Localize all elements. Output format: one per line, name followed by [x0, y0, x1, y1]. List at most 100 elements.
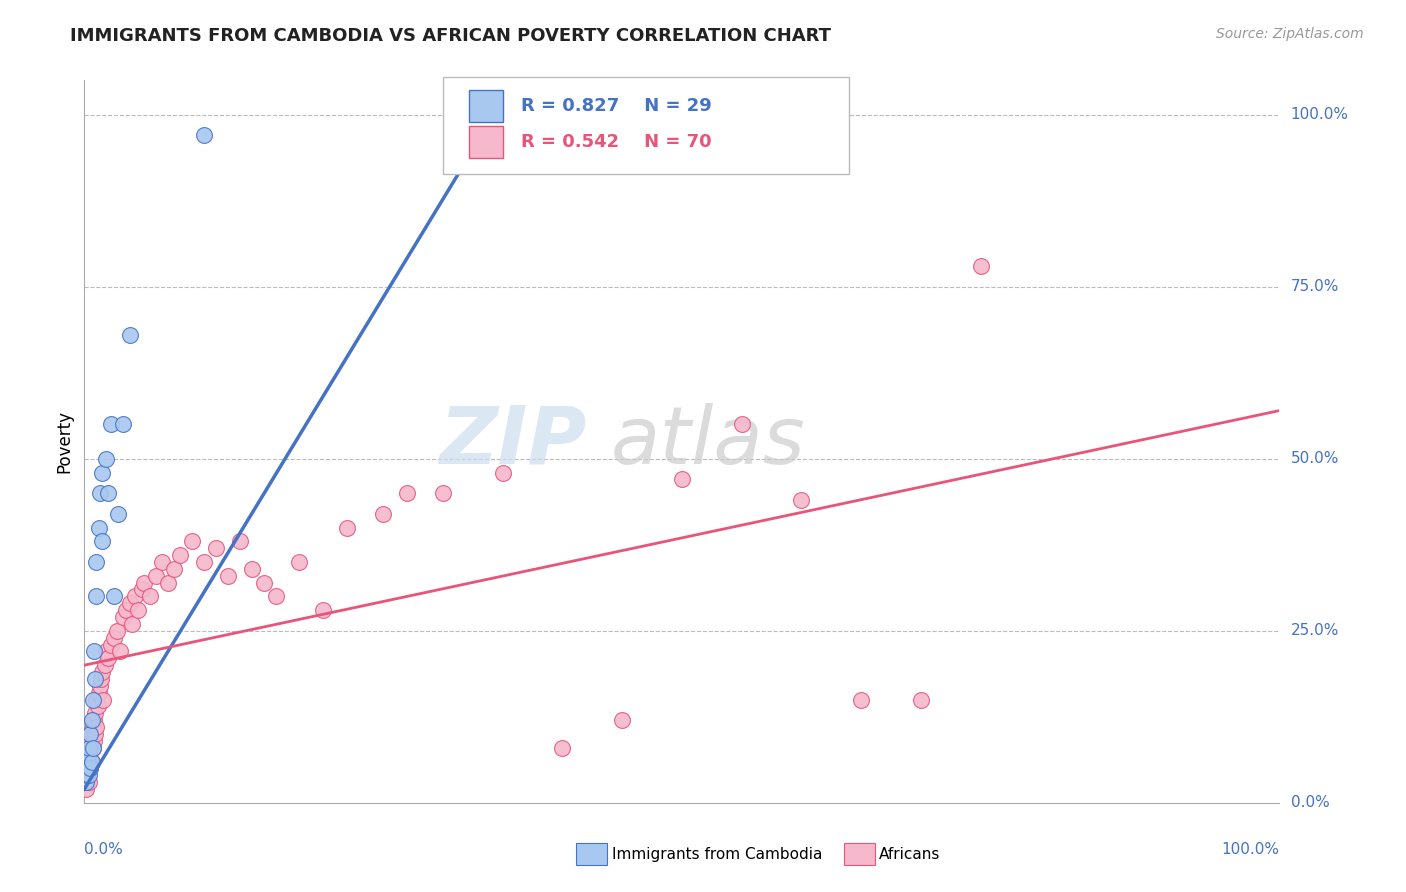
Point — [77, 768, 100, 782]
Point — [94, 451, 117, 466]
Point — [87, 520, 110, 534]
Point — [82, 720, 104, 734]
Point — [86, 590, 108, 604]
Point — [76, 761, 98, 775]
Text: R = 0.542    N = 70: R = 0.542 N = 70 — [520, 133, 711, 151]
Point — [91, 665, 114, 679]
Point — [76, 768, 98, 782]
Point — [131, 582, 153, 597]
Point — [139, 590, 162, 604]
Point — [91, 534, 114, 549]
Point — [150, 555, 173, 569]
Point — [77, 740, 100, 755]
Point — [312, 603, 335, 617]
Point — [492, 466, 515, 480]
Point — [76, 768, 98, 782]
Bar — [470, 126, 503, 158]
Point — [253, 575, 276, 590]
Bar — [470, 90, 503, 122]
Point — [124, 590, 146, 604]
Point — [115, 603, 138, 617]
FancyBboxPatch shape — [443, 77, 849, 174]
Text: atlas: atlas — [610, 402, 806, 481]
Point — [83, 644, 105, 658]
Point — [100, 638, 122, 652]
Text: 0.0%: 0.0% — [1291, 796, 1329, 810]
Point — [75, 775, 97, 789]
Point — [205, 541, 228, 556]
Text: Africans: Africans — [879, 847, 941, 862]
Point — [94, 644, 117, 658]
Point — [432, 486, 454, 500]
Point — [145, 568, 167, 582]
Text: 75.0%: 75.0% — [1291, 279, 1339, 294]
Text: IMMIGRANTS FROM CAMBODIA VS AFRICAN POVERTY CORRELATION CHART: IMMIGRANTS FROM CAMBODIA VS AFRICAN POVE… — [70, 27, 831, 45]
Text: 100.0%: 100.0% — [1222, 842, 1279, 856]
Point — [77, 755, 100, 769]
Text: 100.0%: 100.0% — [1291, 107, 1348, 122]
Point — [82, 692, 104, 706]
Point — [373, 507, 395, 521]
Point — [121, 616, 143, 631]
Point — [83, 713, 105, 727]
Point — [229, 534, 252, 549]
Point — [82, 740, 104, 755]
Point — [910, 692, 932, 706]
Point — [87, 686, 110, 700]
Point — [80, 727, 103, 741]
Point — [76, 761, 98, 775]
Text: R = 0.827    N = 29: R = 0.827 N = 29 — [520, 97, 711, 115]
Point — [193, 555, 215, 569]
Point — [103, 631, 125, 645]
Point — [91, 466, 114, 480]
Point — [82, 740, 104, 755]
Text: Immigrants from Cambodia: Immigrants from Cambodia — [612, 847, 823, 862]
Point — [75, 775, 97, 789]
Point — [83, 734, 105, 748]
Point — [127, 603, 149, 617]
Point — [79, 761, 101, 775]
Point — [77, 775, 100, 789]
Point — [97, 651, 120, 665]
Point — [100, 417, 122, 432]
Point — [181, 534, 204, 549]
Point — [79, 727, 101, 741]
Point — [169, 548, 191, 562]
Point — [86, 720, 108, 734]
Point — [970, 259, 993, 273]
Text: 25.0%: 25.0% — [1291, 624, 1339, 639]
Point — [163, 562, 186, 576]
Point — [84, 672, 107, 686]
Point — [103, 590, 125, 604]
Point — [105, 624, 128, 638]
Point — [612, 713, 634, 727]
Point — [118, 327, 141, 342]
Point — [80, 713, 103, 727]
Point — [86, 692, 108, 706]
Point — [89, 486, 111, 500]
Point — [671, 472, 693, 486]
Text: 0.0%: 0.0% — [84, 842, 124, 856]
Point — [551, 740, 574, 755]
Point — [75, 782, 97, 797]
Point — [336, 520, 359, 534]
Point — [93, 658, 115, 673]
Text: ZIP: ZIP — [439, 402, 586, 481]
Point — [110, 644, 132, 658]
Point — [77, 755, 100, 769]
Point — [77, 740, 100, 755]
Point — [132, 575, 156, 590]
Point — [118, 596, 141, 610]
Point — [86, 699, 108, 714]
Point — [79, 761, 101, 775]
Text: Source: ZipAtlas.com: Source: ZipAtlas.com — [1216, 27, 1364, 41]
Point — [86, 555, 108, 569]
Point — [79, 734, 101, 748]
Text: 50.0%: 50.0% — [1291, 451, 1339, 467]
Point — [111, 610, 134, 624]
Point — [90, 672, 112, 686]
Point — [93, 692, 115, 706]
Point — [851, 692, 873, 706]
Point — [193, 128, 215, 143]
Point — [217, 568, 239, 582]
